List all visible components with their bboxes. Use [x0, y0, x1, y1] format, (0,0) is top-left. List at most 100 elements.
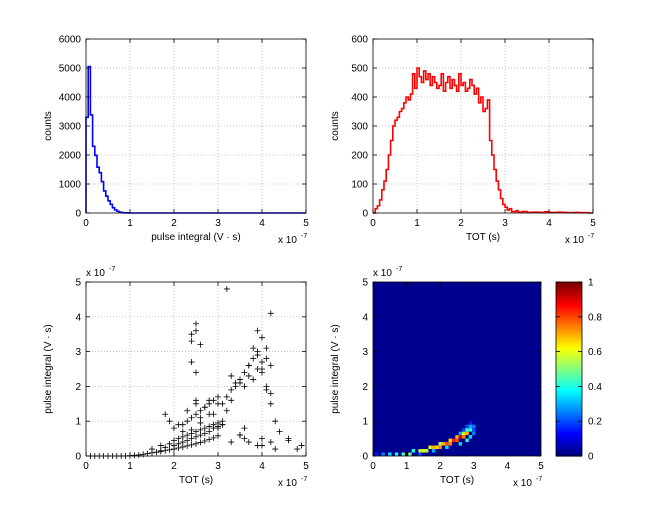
colorbar-segment: [556, 374, 582, 378]
colorbar-segment: [556, 311, 582, 316]
heatmap-cell: [465, 424, 469, 429]
scatter-point: [193, 428, 199, 435]
colorbar-tick-label: 0.6: [588, 347, 602, 358]
heatmap-cell: [472, 424, 476, 429]
scatter-point: [201, 425, 208, 432]
heatmap-cell: [431, 449, 436, 453]
heatmap-cell: [408, 452, 412, 456]
y-tick-label: 200: [351, 151, 368, 162]
scatter-point: [223, 393, 230, 400]
colorbar-segment: [556, 431, 582, 435]
scatter-point: [201, 404, 208, 411]
heatmap-cell: [448, 442, 452, 446]
panel-3-ylabel: pulse integral (V · s): [330, 324, 341, 413]
x-tick-label: 0: [370, 461, 376, 472]
scatter-point: [250, 355, 257, 362]
scatter-point: [245, 362, 252, 369]
panel-2-x-multiplier: x 10: [278, 478, 297, 489]
panel-3-y-multiplier: x 10: [373, 268, 392, 279]
scatter-point: [184, 418, 191, 425]
scatter-point: [241, 383, 248, 390]
colorbar-segment: [556, 366, 582, 370]
y-tick-label: 4000: [59, 93, 82, 104]
colorbar-segment: [556, 303, 582, 308]
colorbar-segment: [556, 292, 582, 297]
scatter-point: [254, 442, 261, 449]
heatmap-cell: [425, 449, 429, 453]
heatmap-cell: [458, 431, 463, 436]
panel-pulse-integral-histogram: 0 1 2 3 4 5 0 1000 2000 3000 4000 5000 6000 pulse in…: [43, 35, 309, 247]
scatter-point: [210, 434, 217, 441]
x-tick-label: 4: [259, 461, 265, 472]
y-tick-label: 3: [362, 347, 368, 358]
y-tick-label: 4: [75, 312, 81, 323]
heatmap-cell: [468, 435, 473, 439]
colorbar-segment: [556, 393, 582, 397]
heatmap-cell: [381, 452, 385, 456]
y-tick-label: 4: [362, 312, 368, 323]
scatter-point: [162, 411, 169, 418]
colorbar-segment: [556, 344, 582, 348]
colorbar-segment: [556, 379, 582, 384]
colorbar-segment: [556, 306, 582, 310]
heatmap-cell: [462, 435, 466, 439]
panel-tot-histogram: 0 1 2 3 4 5 0 100 200 300 400 500 600 TOT (s) counts…: [330, 35, 596, 247]
colorbar-segment: [556, 355, 582, 359]
y-tick-label: 400: [351, 93, 368, 104]
colorbar-segment: [556, 398, 582, 403]
scatter-point: [188, 338, 195, 345]
colorbar-frame: [555, 281, 583, 457]
scatter-point: [157, 447, 164, 454]
scatter-point: [197, 419, 204, 426]
y-tick-label: 2000: [59, 151, 82, 162]
scatter-point: [206, 423, 213, 430]
heatmap-cell: [472, 428, 476, 432]
scatter-point: [267, 362, 274, 369]
scatter-point: [285, 437, 292, 444]
heatmap-cell: [418, 449, 422, 453]
scatter-point: [215, 393, 221, 400]
heatmap-cell: [394, 452, 399, 456]
x-tick-label: 5: [590, 218, 596, 229]
scatter-point: [193, 400, 199, 407]
panel-3-x-exponent: -7: [536, 476, 542, 483]
scatter-point: [179, 439, 186, 446]
colorbar-segment: [556, 407, 582, 411]
scatter-point: [232, 379, 239, 386]
heatmap-cell: [374, 452, 379, 456]
heatmap-cell: [421, 449, 426, 453]
scatter-point: [272, 446, 279, 453]
scatter-point: [206, 428, 213, 435]
colorbar-segment: [556, 287, 582, 291]
colorbar-segment: [556, 385, 582, 389]
scatter-point: [245, 439, 252, 446]
x-tick-label: 4: [259, 218, 265, 229]
panel-2-xlabel: TOT (s): [179, 475, 213, 486]
y-tick-label: 5: [362, 278, 368, 289]
scatter-point: [188, 331, 195, 338]
scatter-point: [228, 439, 235, 446]
scatter-point: [197, 432, 204, 439]
heatmap-cell: [462, 431, 466, 436]
scatter-point: [241, 369, 248, 376]
scatter-point: [259, 369, 265, 376]
scatter-point: [263, 345, 270, 352]
scatter-point: [171, 425, 177, 432]
scatter-point: [223, 285, 230, 292]
x-tick-label: 1: [404, 461, 410, 472]
scatter-point: [184, 442, 191, 449]
heatmap-cell: [435, 445, 439, 450]
scatter-point: [157, 442, 164, 449]
panel-scatter-tot-vs-integral: 0 1 2 3 4 5 0 1 2 3 4 5 TOT (s) pulse integral (V ·…: [43, 266, 309, 489]
scatter-point: [188, 441, 195, 448]
scatter-point: [171, 442, 177, 449]
scatter-point: [188, 435, 195, 442]
colorbar-segment: [556, 284, 582, 289]
scatter-point: [201, 438, 208, 445]
colorbar-tick-label: 0: [588, 452, 594, 463]
scatter-point: [206, 397, 213, 404]
plot-area: [86, 282, 306, 456]
scatter-point: [184, 407, 191, 414]
axes-frame: [85, 281, 307, 457]
